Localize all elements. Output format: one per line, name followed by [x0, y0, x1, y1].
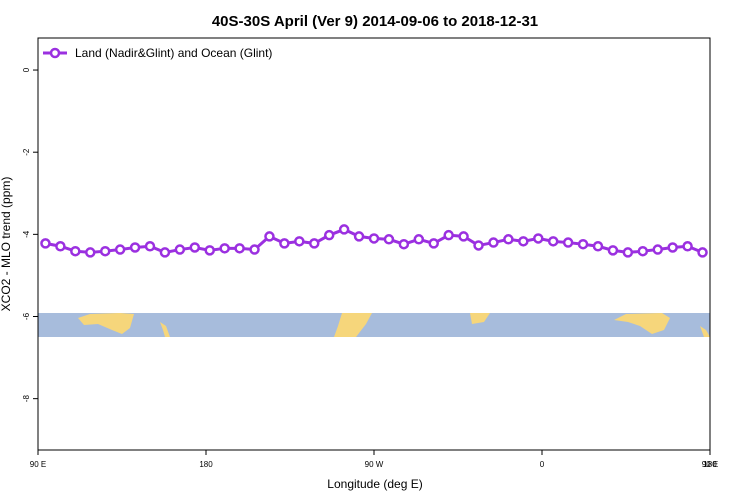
data-point: [174, 244, 186, 255]
data-point: [70, 245, 81, 257]
data-point: [398, 238, 410, 250]
data-point: [40, 238, 51, 249]
y-tick-label: -2: [22, 148, 31, 156]
data-point: [249, 244, 260, 255]
data-point: [413, 234, 425, 245]
data-point: [533, 233, 544, 244]
y-tick-label: -6: [22, 312, 31, 320]
data-point: [144, 241, 156, 252]
x-tick-label: 0: [540, 460, 545, 469]
data-point: [99, 245, 111, 257]
data-point: [338, 224, 350, 235]
data-point: [383, 234, 395, 245]
data-point: [458, 231, 469, 242]
data-point: [488, 237, 499, 248]
x-axis-label: Longitude (deg E): [327, 477, 422, 491]
x-tick-label: 90 W: [365, 460, 384, 469]
data-point: [353, 231, 365, 242]
data-point: [607, 245, 619, 256]
x-tick-label: 180: [199, 460, 213, 469]
map-strip: [38, 313, 710, 337]
data-point: [234, 243, 245, 254]
x-tick-label: 90 E: [702, 460, 718, 469]
data-point: [682, 241, 693, 252]
data-point: [204, 245, 215, 256]
legend-label: Land (Nadir&Glint) and Ocean (Glint): [75, 46, 272, 60]
legend-marker: [49, 47, 61, 59]
data-point: [85, 247, 96, 258]
data-point: [323, 229, 335, 241]
data-point: [159, 247, 171, 258]
data-point: [667, 242, 678, 253]
data-point: [129, 242, 141, 253]
y-tick-label: 0: [22, 67, 31, 72]
data-point: [547, 236, 559, 247]
data-point: [294, 236, 305, 247]
data-point: [55, 241, 66, 252]
data-point: [219, 243, 230, 254]
x-tick-label: 90 E: [30, 460, 46, 469]
data-point: [264, 231, 275, 242]
data-point: [114, 244, 126, 255]
y-tick-label: -8: [22, 395, 31, 403]
data-point: [562, 237, 574, 248]
data-point: [637, 245, 649, 257]
data-point: [622, 247, 634, 258]
data-point: [189, 242, 201, 253]
y-tick-label: -4: [22, 230, 31, 238]
data-point: [697, 247, 708, 258]
data-point: [577, 238, 589, 250]
data-point: [652, 244, 663, 255]
data-point: [309, 238, 320, 249]
data-point: [279, 238, 290, 249]
data-point: [428, 238, 439, 249]
data-point: [518, 236, 529, 247]
data-point: [503, 234, 514, 245]
chart-title: 40S-30S April (Ver 9) 2014-09-06 to 2018…: [212, 13, 538, 30]
data-point: [592, 241, 604, 252]
x-tick-label: 180: [703, 460, 717, 469]
data-point: [368, 233, 380, 244]
data-point: [443, 229, 454, 241]
y-axis-label: XCO2 - MLO trend (ppm): [0, 177, 13, 312]
data-point: [473, 240, 484, 251]
